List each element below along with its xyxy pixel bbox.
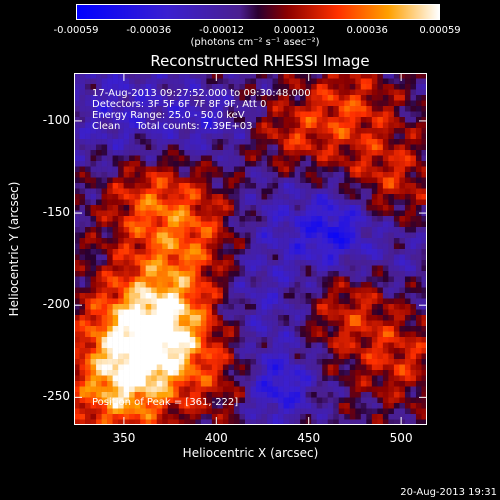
x-tick-label: 350 bbox=[112, 431, 136, 445]
y-tick-label: -150 bbox=[42, 205, 70, 220]
colorbar-tick-label: 0.00059 bbox=[419, 25, 461, 36]
timestamp: 20-Aug-2013 19:31 bbox=[400, 487, 497, 498]
annotation-detectors: Detectors: 3F 5F 6F 7F 8F 9F, Att 0 bbox=[92, 99, 267, 110]
colorbar-tick-label: -0.00012 bbox=[199, 25, 245, 36]
x-axis-label: Heliocentric X (arcsec) bbox=[182, 446, 319, 460]
colorbar-tick-label: 0.00012 bbox=[273, 25, 316, 36]
heatmap-plot bbox=[74, 73, 427, 425]
colorbar-units: (photons cm⁻² s⁻¹ asec⁻²) bbox=[190, 37, 320, 48]
colorbar bbox=[76, 4, 440, 20]
y-tick-label: -200 bbox=[42, 297, 70, 312]
x-tick-label: 450 bbox=[297, 431, 321, 445]
peak-position-label: Position of Peak = [361,-222] bbox=[92, 397, 239, 408]
x-tick-label: 500 bbox=[389, 431, 413, 445]
heatmap-cells bbox=[74, 73, 427, 425]
x-tick-label: 400 bbox=[204, 431, 228, 445]
y-axis-label: Heliocentric Y (arcsec) bbox=[7, 181, 21, 317]
chart-title: Reconstructed RHESSI Image bbox=[150, 52, 370, 70]
annotation-clean: Clean Total counts: 7.39E+03 bbox=[92, 121, 253, 132]
annotation-time: 17-Aug-2013 09:27:52.000 to 09:30:48.000 bbox=[92, 88, 311, 99]
colorbar-tick-label: -0.00036 bbox=[126, 25, 172, 36]
colorbar-tick-label: 0.00036 bbox=[346, 25, 388, 36]
colorbar-tick-label: -0.00059 bbox=[53, 25, 99, 36]
y-tick-label: -100 bbox=[42, 112, 70, 127]
annotation-energy: Energy Range: 25.0 - 50.0 keV bbox=[92, 110, 245, 121]
y-tick-label: -250 bbox=[42, 389, 70, 404]
